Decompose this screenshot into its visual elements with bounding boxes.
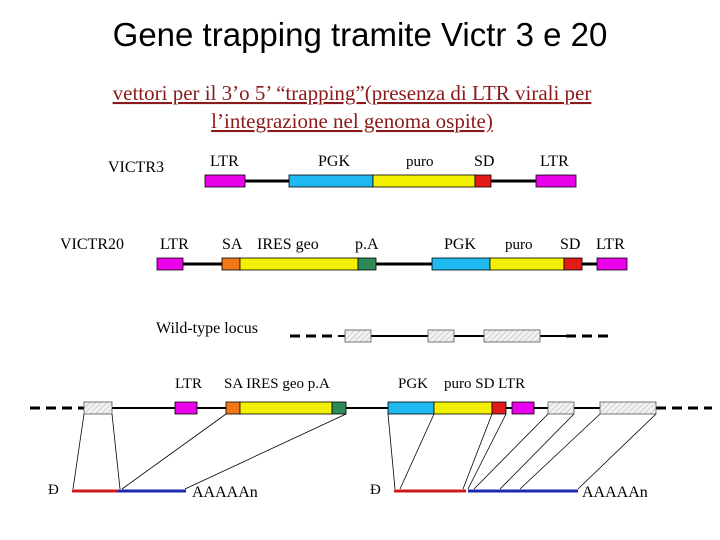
integrated-ltr-left <box>174 401 198 415</box>
victr3-pgk-box <box>288 174 374 188</box>
wildtype-exon-2 <box>427 329 455 343</box>
splice-line <box>121 413 227 490</box>
victr3-construct: VICTR3 LTR PGK puro SD LTR <box>108 153 577 188</box>
victr20-ires-geo-label: IRES geo <box>257 236 319 253</box>
subtitle-line-1: vettori per il 3’o 5’ “trapping”(presenz… <box>113 81 592 105</box>
victr3-puro-box <box>372 174 476 188</box>
victr20-pa-label: p.A <box>355 236 379 253</box>
victr3-ltr-left-label: LTR <box>210 153 239 170</box>
integrated-sd-box <box>491 401 507 415</box>
integrated-sa-box <box>225 401 241 415</box>
victr20-pgk-box <box>431 257 491 271</box>
integrated-sa-ires-pa-label: SA IRES geo p.A <box>224 376 330 392</box>
victr20-ltr-left-label: LTR <box>160 236 189 253</box>
victr20-pa-box <box>357 257 377 271</box>
splice-line <box>387 413 396 490</box>
integrated-pgk-label: PGK <box>398 376 428 392</box>
transcript-right: Ð AAAAAn <box>370 482 648 501</box>
victr20-ires-geo-box <box>239 257 359 271</box>
integrated-locus: LTR SA IRES geo p.A PGK puro SD LTR <box>30 376 712 415</box>
victr3-name: VICTR3 <box>108 159 164 176</box>
victr20-ltr-right <box>596 257 628 271</box>
victr3-pgk-label: PGK <box>318 153 350 170</box>
integrated-exon-3 <box>599 401 657 415</box>
splice-line <box>499 413 575 490</box>
wildtype-exon-1 <box>344 329 372 343</box>
integrated-ltr-right <box>511 401 535 415</box>
integrated-ltr-left-label: LTR <box>175 376 202 392</box>
splice-line <box>462 413 493 490</box>
integrated-pa-box <box>331 401 347 415</box>
victr20-sa-box <box>221 257 241 271</box>
subtitle-line-2: l’integrazione nel genoma ospite) <box>211 109 493 133</box>
integrated-puro-sd-ltr-label: puro SD LTR <box>444 376 525 392</box>
victr20-ltr-left <box>156 257 184 271</box>
victr3-puro-label: puro <box>406 154 434 170</box>
victr20-puro-label: puro <box>505 237 533 253</box>
victr3-ltr-right <box>535 174 577 188</box>
victr20-name: VICTR20 <box>60 236 124 253</box>
integrated-exon-1 <box>83 401 113 415</box>
victr3-ltr-left <box>204 174 246 188</box>
splice-line <box>467 413 507 490</box>
splice-line <box>519 413 601 490</box>
cap-symbol-left: Ð <box>48 482 59 498</box>
polya-tail-left: AAAAAn <box>192 484 258 501</box>
splice-line <box>399 413 435 490</box>
splicing-lines <box>72 413 657 490</box>
wildtype-locus: Wild-type locus <box>156 320 612 343</box>
splice-line <box>72 413 85 490</box>
wildtype-label: Wild-type locus <box>156 320 258 337</box>
victr20-sd-label: SD <box>560 236 580 253</box>
splice-line <box>577 413 657 490</box>
transcript-left: Ð AAAAAn <box>48 482 258 501</box>
cap-symbol-right: Ð <box>370 482 381 498</box>
victr20-construct: VICTR20 LTR SA IRES geo p.A PGK puro SD … <box>60 236 628 271</box>
victr3-sd-box <box>474 174 492 188</box>
integrated-exon-2 <box>547 401 575 415</box>
victr3-sd-label: SD <box>474 153 494 170</box>
wildtype-exon-3 <box>483 329 541 343</box>
splice-line <box>111 413 121 490</box>
victr20-pgk-label: PGK <box>444 236 476 253</box>
victr3-ltr-right-label: LTR <box>540 153 569 170</box>
integrated-puro-box <box>433 401 493 415</box>
victr20-puro-box <box>489 257 565 271</box>
victr20-ltr-right-label: LTR <box>596 236 625 253</box>
polya-tail-right: AAAAAn <box>582 484 648 501</box>
integrated-pgk-box <box>387 401 435 415</box>
victr20-sa-label: SA <box>222 236 243 253</box>
victr20-sd-box <box>563 257 583 271</box>
integrated-ires-geo-box <box>239 401 333 415</box>
page-title: Gene trapping tramite Victr 3 e 20 <box>113 16 608 53</box>
splice-line <box>184 413 347 490</box>
splice-line <box>473 413 549 490</box>
